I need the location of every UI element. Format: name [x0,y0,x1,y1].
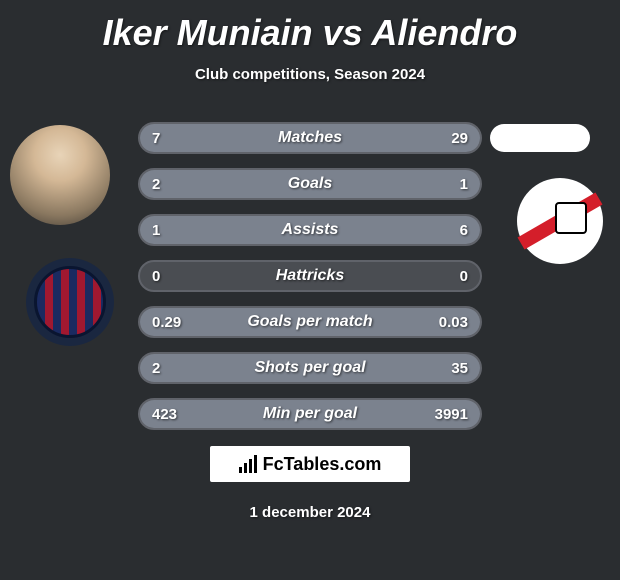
stat-label: Goals [288,175,332,193]
stat-value-right: 3991 [435,406,468,423]
stat-value-left: 0.29 [152,314,181,331]
stat-bar-left [140,170,368,198]
brand-label: FcTables.com [263,454,382,475]
stat-value-right: 0 [460,268,468,285]
club-left-badge-inner [34,266,106,338]
stat-row: 0 Hattricks 0 [138,260,482,292]
stat-value-left: 2 [152,176,160,193]
stat-value-right: 1 [460,176,468,193]
river-shield [555,202,587,234]
date-label: 1 december 2024 [0,504,620,521]
brand-box: FcTables.com [210,446,410,482]
stat-label: Goals per match [247,313,372,331]
stat-value-right: 29 [451,130,468,147]
club-left-badge [26,258,114,346]
stat-label: Matches [278,129,342,147]
stat-label: Min per goal [263,405,357,423]
stat-label: Assists [282,221,339,239]
comparison-subtitle: Club competitions, Season 2024 [0,66,620,83]
stat-label: Hattricks [276,267,344,285]
brand-icon [239,455,257,473]
player-right-photo [490,124,590,152]
stat-value-left: 1 [152,222,160,239]
stat-row: 1 Assists 6 [138,214,482,246]
club-right-badge-inner [525,186,595,256]
player-left-photo [10,125,110,225]
stat-value-left: 423 [152,406,177,423]
stat-label: Shots per goal [254,359,365,377]
stat-value-left: 0 [152,268,160,285]
stat-row: 7 Matches 29 [138,122,482,154]
club-right-badge [517,178,603,264]
stat-value-right: 0.03 [439,314,468,331]
stat-value-right: 6 [460,222,468,239]
comparison-title: Iker Muniain vs Aliendro [0,0,620,54]
stat-bar-right [205,124,480,152]
stat-value-right: 35 [451,360,468,377]
stats-container: 7 Matches 29 2 Goals 1 1 Assists 6 0 Hattricks 0 0.2… [138,122,482,444]
stat-row: 2 Goals 1 [138,168,482,200]
stat-value-left: 7 [152,130,160,147]
stat-row: 2 Shots per goal 35 [138,352,482,384]
stat-row: 0.29 Goals per match 0.03 [138,306,482,338]
stat-row: 423 Min per goal 3991 [138,398,482,430]
stat-bar-left [140,216,188,244]
stat-bar-left [140,124,205,152]
stat-value-left: 2 [152,360,160,377]
